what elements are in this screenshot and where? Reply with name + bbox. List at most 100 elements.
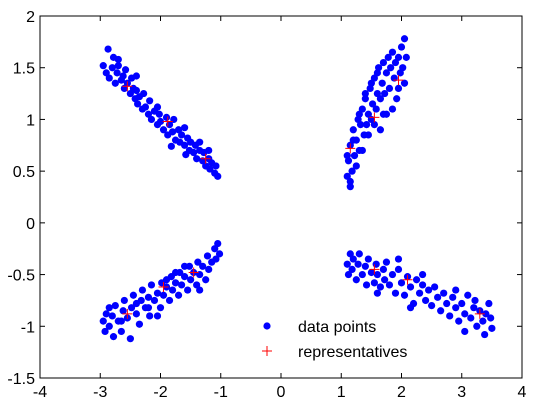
data-point [104, 45, 112, 53]
data-point [382, 258, 391, 266]
data-point [214, 172, 222, 180]
data-points-series [99, 35, 496, 343]
data-point [397, 43, 406, 51]
y-tick-label: 2 [26, 9, 35, 26]
data-point [153, 289, 162, 297]
data-point [446, 312, 454, 320]
data-point [114, 62, 122, 70]
data-point [364, 131, 372, 139]
data-point [344, 270, 353, 279]
data-point [388, 270, 397, 279]
y-tick-label: 0.5 [13, 164, 35, 181]
data-point [101, 327, 109, 336]
y-tick-label: 1 [26, 112, 35, 129]
data-point [464, 291, 472, 299]
representative-point [122, 308, 133, 319]
data-point [111, 302, 119, 310]
y-tick-label: 0 [26, 216, 35, 233]
data-point [190, 148, 198, 157]
data-point [196, 286, 204, 294]
data-point [418, 281, 427, 289]
data-point [146, 312, 154, 320]
data-point [400, 79, 409, 87]
data-point [437, 307, 445, 315]
data-point [400, 35, 409, 43]
data-point [203, 252, 212, 260]
data-point [343, 152, 351, 160]
tick-marks [39, 15, 523, 379]
data-point [349, 255, 357, 263]
data-point [455, 317, 463, 325]
data-point [193, 155, 201, 163]
representative-point [158, 281, 169, 292]
legend-marker-data-points [263, 322, 271, 330]
data-point [105, 304, 113, 312]
data-point [215, 250, 224, 258]
x-tick-label: -3 [93, 384, 107, 401]
data-point [481, 330, 489, 339]
data-point [144, 293, 153, 301]
legend: data points representatives [262, 319, 407, 361]
data-point [370, 121, 378, 129]
data-point [370, 279, 378, 287]
data-point [146, 97, 154, 105]
data-point [361, 262, 369, 270]
data-point [422, 296, 430, 305]
data-point [140, 89, 148, 98]
data-point [415, 289, 424, 297]
data-point [132, 310, 140, 318]
data-point [168, 128, 177, 136]
data-point [199, 262, 207, 270]
data-point [99, 62, 107, 70]
data-point [354, 260, 362, 268]
data-point [156, 117, 165, 126]
data-point [177, 281, 186, 289]
data-point [376, 126, 385, 134]
data-point [379, 58, 388, 67]
data-point [134, 100, 142, 108]
data-point [181, 262, 189, 270]
data-point [402, 53, 410, 61]
data-point [165, 296, 174, 305]
data-point [355, 250, 363, 258]
data-point [129, 291, 137, 299]
representative-point [200, 153, 211, 164]
data-point [132, 72, 140, 80]
x-tick-label: 3 [457, 384, 466, 401]
data-point [391, 289, 400, 297]
data-point [388, 48, 397, 56]
data-point [443, 299, 451, 308]
data-point [434, 293, 442, 301]
data-point [212, 255, 220, 263]
x-tick-label: 0 [277, 384, 286, 401]
data-point [150, 296, 159, 305]
data-point [452, 304, 460, 312]
data-point [206, 165, 214, 173]
data-point [108, 64, 116, 72]
data-point [372, 260, 380, 268]
data-point [387, 64, 395, 72]
data-point [114, 55, 122, 64]
data-point [348, 167, 356, 175]
y-tick-label: -1 [21, 319, 35, 336]
data-point [109, 333, 118, 341]
data-point [461, 327, 469, 336]
data-point [119, 72, 127, 80]
data-point [471, 296, 479, 305]
data-point [346, 183, 354, 191]
legend-label-representatives: representatives [298, 344, 407, 361]
data-point [372, 105, 380, 113]
data-point [132, 86, 140, 95]
data-point [147, 281, 156, 289]
data-point [141, 103, 150, 111]
data-point [162, 276, 171, 284]
data-point [479, 317, 487, 325]
representative-point [188, 267, 199, 278]
data-point [349, 126, 357, 134]
data-point [127, 304, 136, 312]
data-point [196, 138, 204, 146]
data-point [406, 283, 415, 291]
data-point [400, 291, 409, 299]
data-point [440, 289, 448, 297]
